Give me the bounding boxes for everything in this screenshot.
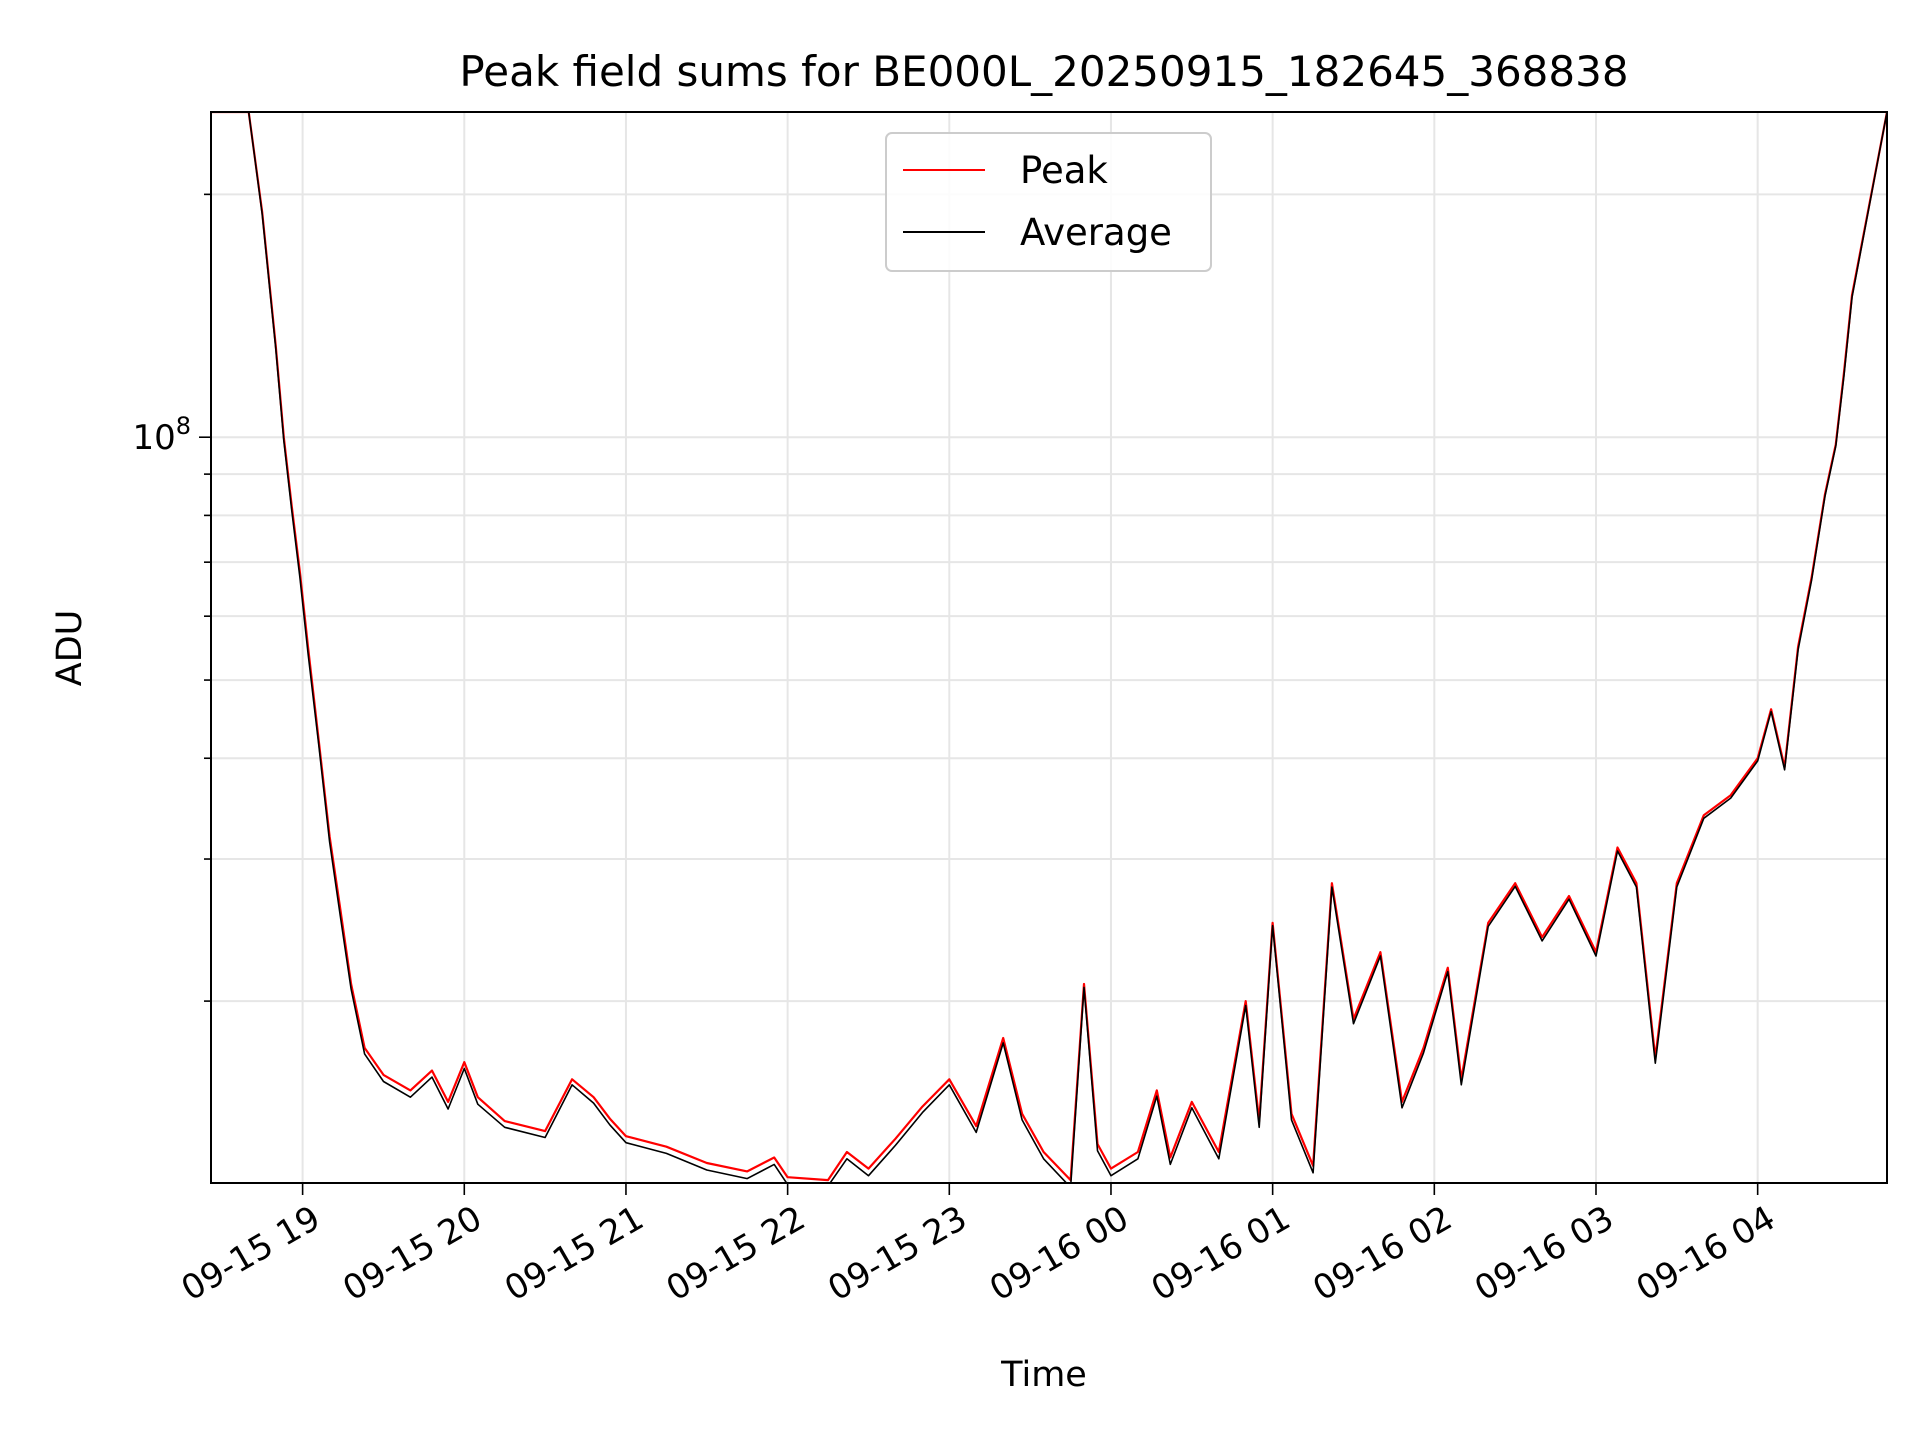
x-axis-label: Time [1000, 1355, 1087, 1395]
y-axis-label: ADU [50, 610, 90, 687]
plot-series [211, 112, 1887, 1183]
series-line-average [211, 112, 1887, 1183]
y-tick-label: 108 [132, 412, 191, 458]
legend: Peak Average [885, 132, 1212, 272]
chart-title: Peak field sums for BE000L_20250915_1826… [459, 47, 1628, 96]
legend-label-average: Average [1020, 211, 1172, 254]
plot-frame [210, 111, 1888, 1184]
legend-label-peak: Peak [1020, 149, 1108, 192]
legend-box [885, 132, 1212, 272]
